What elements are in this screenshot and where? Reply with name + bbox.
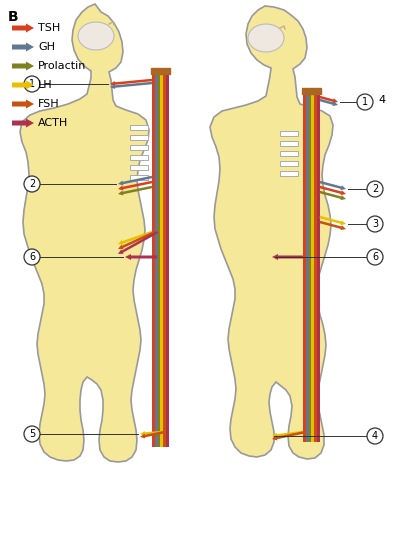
Circle shape — [367, 216, 383, 232]
Text: 2: 2 — [29, 179, 35, 189]
FancyArrow shape — [140, 431, 165, 438]
FancyArrow shape — [272, 254, 303, 260]
FancyArrow shape — [320, 96, 338, 103]
FancyArrow shape — [118, 186, 152, 195]
FancyArrow shape — [320, 181, 346, 190]
Bar — [130, 165, 148, 170]
Bar — [314, 92, 317, 442]
Circle shape — [24, 426, 40, 442]
Bar — [303, 92, 306, 442]
Bar — [130, 135, 148, 140]
Text: 1: 1 — [29, 79, 35, 89]
FancyArrow shape — [118, 231, 158, 254]
Bar — [160, 72, 163, 447]
Bar — [166, 72, 169, 447]
Bar — [130, 175, 148, 180]
FancyArrow shape — [118, 176, 152, 185]
Text: 4: 4 — [378, 95, 386, 105]
Ellipse shape — [248, 24, 284, 52]
Text: 5: 5 — [29, 429, 35, 439]
FancyArrow shape — [12, 61, 34, 71]
Bar — [152, 72, 155, 447]
FancyArrow shape — [272, 431, 306, 440]
Text: B: B — [8, 10, 19, 24]
Ellipse shape — [78, 22, 114, 50]
Text: 2: 2 — [372, 184, 378, 194]
Bar — [309, 92, 312, 442]
Circle shape — [367, 428, 383, 444]
Bar — [130, 125, 148, 130]
Text: LH: LH — [38, 80, 53, 90]
Text: 3: 3 — [372, 219, 378, 229]
FancyArrow shape — [12, 119, 34, 128]
Bar — [130, 145, 148, 150]
Polygon shape — [210, 6, 333, 459]
Bar — [163, 72, 166, 447]
Bar — [306, 92, 309, 442]
Circle shape — [367, 181, 383, 197]
FancyArrow shape — [118, 231, 152, 245]
Bar — [151, 68, 170, 74]
Circle shape — [24, 249, 40, 265]
Text: FSH: FSH — [38, 99, 60, 109]
Bar — [280, 131, 298, 136]
FancyArrow shape — [110, 79, 152, 86]
FancyArrow shape — [320, 191, 346, 200]
FancyArrow shape — [320, 99, 338, 106]
Bar — [130, 155, 148, 160]
FancyArrow shape — [118, 231, 155, 249]
Bar — [158, 72, 160, 447]
Bar — [317, 92, 320, 442]
Text: 1: 1 — [362, 97, 368, 107]
FancyArrow shape — [140, 431, 162, 436]
FancyArrow shape — [320, 186, 346, 195]
FancyArrow shape — [272, 431, 303, 438]
Polygon shape — [20, 4, 149, 462]
Text: TSH: TSH — [38, 23, 60, 33]
FancyArrow shape — [12, 43, 34, 51]
Text: 6: 6 — [29, 252, 35, 262]
Text: GH: GH — [38, 42, 55, 52]
Circle shape — [24, 176, 40, 192]
Bar — [280, 141, 298, 146]
Bar — [302, 88, 321, 94]
Text: 4: 4 — [372, 431, 378, 441]
Circle shape — [367, 249, 383, 265]
FancyArrow shape — [118, 181, 152, 190]
FancyArrow shape — [12, 24, 34, 33]
Bar — [280, 151, 298, 156]
Bar — [155, 72, 158, 447]
Circle shape — [24, 76, 40, 92]
FancyArrow shape — [125, 254, 157, 260]
Text: Prolactin: Prolactin — [38, 61, 86, 71]
FancyArrow shape — [12, 81, 34, 89]
FancyArrow shape — [12, 99, 34, 109]
Circle shape — [357, 94, 373, 110]
FancyArrow shape — [110, 82, 152, 89]
FancyArrow shape — [320, 221, 346, 230]
Text: 6: 6 — [372, 252, 378, 262]
Bar — [280, 171, 298, 176]
FancyArrow shape — [320, 216, 346, 225]
Text: ACTH: ACTH — [38, 118, 68, 128]
Bar — [311, 92, 314, 442]
Bar — [280, 161, 298, 166]
